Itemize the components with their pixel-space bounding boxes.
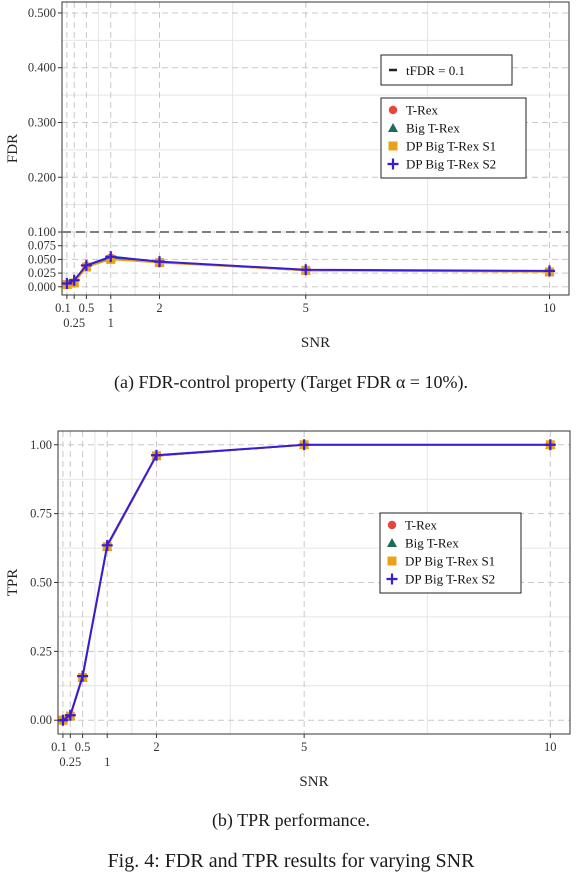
c1-legend: T-Rex Big T-Rex DP Big T-Rex S1 DP Big T-Re… — [379, 512, 522, 594]
c1-y-tick-label: 0.25 — [30, 644, 52, 658]
c0-legend-label: Big T-Rex — [406, 121, 460, 136]
c1-legend-label: DP Big T-Rex S2 — [405, 572, 495, 587]
c0-plot-border — [61, 1, 570, 296]
c1-x-tick-label: 2 — [153, 740, 159, 754]
c0-data-point — [80, 259, 92, 271]
caption-tpr: (b) TPR performance. — [211, 810, 371, 830]
c1-x-tick-label: 0.1 — [51, 740, 67, 754]
c0-legend-box — [380, 97, 527, 179]
c1-y-tick-label: 1.00 — [30, 438, 52, 452]
c0-target-legend-label: tFDR = 0.1 — [406, 63, 465, 78]
c0-y-tick-label: 0.200 — [28, 170, 56, 184]
c1-data-point — [101, 539, 113, 551]
c0-x-tick-label: 1 — [108, 301, 114, 315]
c1-x-tick-label: 1 — [104, 755, 110, 769]
c0-y-tick-label: 0.075 — [28, 239, 56, 253]
c0-x-tick-label: 2 — [156, 301, 162, 315]
c0-legend-marker — [387, 158, 399, 170]
c1-legend-marker — [386, 573, 398, 585]
c0-legend-label: DP Big T-Rex S1 — [406, 139, 496, 154]
c0-series-3 — [61, 251, 555, 289]
c0-legend: T-Rex Big T-Rex DP Big T-Rex S1 DP Big T-Re… — [380, 54, 527, 179]
c0-y-tick-label: 0.400 — [28, 61, 56, 75]
c1-x-tick-label: 0.5 — [75, 740, 91, 754]
c0-y-axis-title: FDR — [5, 134, 21, 163]
c1-data-point — [57, 714, 69, 726]
c0-y-tick-label: 0.100 — [28, 225, 56, 239]
c0-data-point — [61, 277, 73, 289]
c1-x-tick-label: 5 — [301, 740, 307, 754]
c0-x-tick-label: 5 — [303, 301, 309, 315]
c0-y-tick-label: 0.025 — [28, 266, 56, 280]
c0-x-axis-title: SNR — [301, 335, 330, 351]
c0-data-point — [300, 264, 312, 276]
c0-y-tick-label: 0.050 — [28, 252, 56, 266]
c1-legend-marker — [387, 556, 397, 566]
c1-legend-marker — [387, 538, 397, 547]
c1-legend-marker — [387, 520, 397, 530]
c0-target-legend-box — [380, 54, 513, 86]
c0-x-tick-label: 0.5 — [79, 301, 95, 315]
c1-y-tick-label: 0.00 — [30, 713, 52, 727]
c0-x-tick-label: 0.1 — [55, 301, 71, 315]
c0-legend-marker — [388, 141, 398, 151]
c0-y-tick-label: 0.500 — [28, 6, 56, 20]
c1-x-tick-label: 0.25 — [59, 755, 81, 769]
c0-data-point — [68, 274, 80, 286]
c0-x-tick-label: 0.25 — [63, 316, 85, 330]
c1-data-point — [298, 439, 310, 451]
c1-y-tick-label: 0.75 — [30, 507, 52, 521]
c1-data-point — [544, 439, 556, 451]
c1-x-axis-title: SNR — [299, 774, 328, 790]
c0-legend-label: T-Rex — [406, 103, 439, 118]
c1-legend-label: Big T-Rex — [405, 536, 459, 551]
c0-x-tick-label: 10 — [543, 301, 556, 315]
c1-legend-box — [379, 512, 522, 594]
c1-data-point — [77, 670, 89, 682]
c0-data-point — [154, 256, 165, 268]
c1-series-3 — [57, 439, 556, 726]
c0-data-point — [105, 251, 117, 263]
c0-x-tick-label: 1 — [108, 316, 114, 330]
c0-data-point — [544, 265, 555, 277]
c1-x-tick-label: 10 — [544, 740, 557, 754]
c0-legend-label: DP Big T-Rex S2 — [406, 157, 496, 172]
c0-legend-marker — [388, 105, 398, 115]
c1-y-tick-label: 0.50 — [30, 576, 52, 590]
c1-legend-label: T-Rex — [405, 518, 438, 533]
c1-data-point — [150, 449, 162, 461]
tpr-chart: 0.00 0.25 0.50 0.75 1.00 0.1 0.5 2 5 10 0.25 1 SNR TP… — [5, 430, 571, 790]
c1-data-point — [64, 709, 76, 721]
figure-caption: Fig. 4: FDR and TPR results for varying … — [107, 850, 475, 872]
c1-y-axis-title: TPR — [5, 569, 21, 597]
c0-y-tick-label: 0.000 — [28, 280, 56, 294]
caption-fdr: (a) FDR-control property (Target FDR α =… — [114, 372, 468, 392]
c0-legend-marker — [388, 123, 398, 132]
c0-y-tick-label: 0.300 — [28, 115, 56, 129]
c1-legend-label: DP Big T-Rex S1 — [405, 554, 495, 569]
